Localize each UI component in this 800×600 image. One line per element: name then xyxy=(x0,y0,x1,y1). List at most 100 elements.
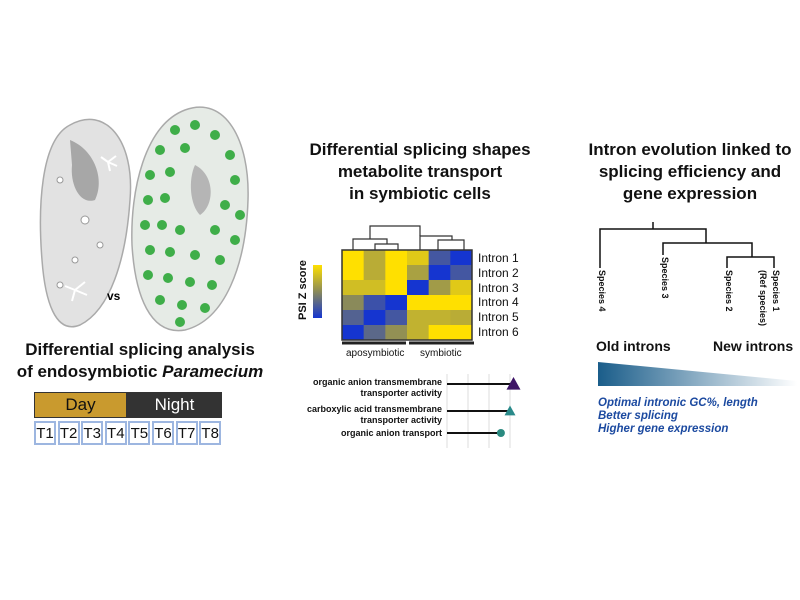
go-term-line: transporter activity xyxy=(360,415,442,425)
intron-label: Intron 2 xyxy=(478,266,519,280)
go-term-line: transporter activity xyxy=(360,388,442,398)
intron-label: Intron 3 xyxy=(478,281,519,295)
heatmap-cell xyxy=(363,280,386,296)
heatmap-cell xyxy=(342,295,365,311)
lollipop-marker xyxy=(496,429,505,437)
species-label: Species 2 xyxy=(724,270,734,312)
heatmap-cell xyxy=(450,325,473,341)
note-line: Better splicing xyxy=(598,410,678,422)
intron-label: Intron 4 xyxy=(478,295,519,309)
intron-label: Intron 6 xyxy=(478,325,519,339)
heatmap-cell xyxy=(450,280,473,296)
right-title-line: Intron evolution linked to xyxy=(588,140,792,159)
left-title: Differential splicing analysis of endosy… xyxy=(10,339,270,383)
species-tree xyxy=(599,222,775,268)
right-title: Intron evolution linked to splicing effi… xyxy=(565,139,800,205)
heatmap-cell xyxy=(428,265,451,281)
night-bar: Night xyxy=(127,392,222,418)
species-label: Species 1 xyxy=(771,270,781,312)
timepoint-box: T6 xyxy=(152,421,174,445)
heatmap-cell xyxy=(450,295,473,311)
group-label-symbiotic: symbiotic xyxy=(420,348,462,359)
heatmap-cell xyxy=(385,310,408,326)
heatmap-cell xyxy=(342,310,365,326)
heatmap-cell xyxy=(385,265,408,281)
timepoint-box: T1 xyxy=(34,421,56,445)
right-title-line: gene expression xyxy=(622,184,758,203)
middle-title-line: in symbiotic cells xyxy=(349,184,491,203)
heatmap-cell xyxy=(428,325,451,341)
heatmap-cell xyxy=(363,310,386,326)
paramecium-illustration: vs xyxy=(39,106,249,332)
heatmap-cell xyxy=(407,310,430,326)
heatmap-cell xyxy=(342,265,365,281)
heatmap-cell xyxy=(428,280,451,296)
heatmap-cell xyxy=(407,250,430,266)
group-label-aposymbiotic: aposymbiotic xyxy=(346,348,405,359)
heatmap-cell xyxy=(385,325,408,341)
go-term-line: carboxylic acid transmembrane xyxy=(306,404,442,414)
lollipop-marker xyxy=(504,405,516,416)
heatmap-cell xyxy=(342,280,365,296)
old-introns-label: Old introns xyxy=(596,338,671,354)
heatmap-cell xyxy=(363,250,386,266)
go-term-label: carboxylic acid transmembrane transporter… xyxy=(307,404,442,426)
heatmap-cell xyxy=(450,250,473,266)
go-term-line: organic anion transmembrane xyxy=(312,377,442,387)
colorbar xyxy=(313,265,322,318)
heatmap xyxy=(342,250,473,341)
intron-label: Intron 5 xyxy=(478,310,519,324)
new-introns-label: New introns xyxy=(713,338,794,354)
timepoint-box: T8 xyxy=(199,421,222,445)
gradient-wedge xyxy=(598,362,797,386)
heatmap-cell xyxy=(342,325,365,341)
colorbar-label: PSI Z score xyxy=(297,260,309,320)
heatmap-cell xyxy=(450,310,473,326)
heatmap-cell xyxy=(428,310,451,326)
heatmap-cell xyxy=(428,250,451,266)
heatmap-cell xyxy=(385,295,408,311)
timepoint-box: T3 xyxy=(81,421,104,445)
title-italic: Paramecium xyxy=(162,362,264,381)
note-line: Optimal intronic GC%, length xyxy=(598,397,758,409)
heatmap-cell xyxy=(342,250,365,266)
heatmap-cell xyxy=(363,265,386,281)
middle-title-line: metabolite transport xyxy=(337,162,503,181)
heatmap-cell xyxy=(407,265,430,281)
right-title-line: splicing efficiency and xyxy=(598,162,782,181)
heatmap-cell xyxy=(385,280,408,296)
left-title-line2: of endosymbiotic Paramecium xyxy=(10,361,270,383)
heatmap-cell xyxy=(450,265,473,281)
heatmap-cell xyxy=(407,280,430,296)
species-label: Species 4 xyxy=(597,270,607,312)
heatmap-border xyxy=(341,249,473,341)
column-dendrogram xyxy=(352,225,465,250)
vs-label: vs xyxy=(107,289,121,303)
go-term-line: organic anion transport xyxy=(340,428,442,438)
lollipop-marker xyxy=(506,377,521,390)
left-title-line1: Differential splicing analysis xyxy=(25,340,255,359)
heatmap-cell xyxy=(407,325,430,341)
timepoint-box: T5 xyxy=(128,421,151,445)
go-term-label: organic anion transmembrane transporter a… xyxy=(313,377,442,399)
timepoint-box: T7 xyxy=(175,421,198,445)
note-line: Higher gene expression xyxy=(598,423,729,435)
heatmap-cell xyxy=(363,295,386,311)
middle-title: Differential splicing shapes metabolite … xyxy=(290,139,550,205)
timepoint-box: T2 xyxy=(57,421,80,445)
heatmap-cell xyxy=(407,295,430,311)
day-bar: Day xyxy=(34,392,127,418)
title-prefix: of endosymbiotic xyxy=(16,362,163,381)
middle-title-line: Differential splicing shapes xyxy=(309,140,531,159)
heatmap-cell xyxy=(363,325,386,341)
species-ref-label: (Ref species) xyxy=(758,270,768,327)
timepoint-box: T4 xyxy=(104,421,127,445)
aposymbiotic-paramecium xyxy=(39,118,132,328)
go-term-label: organic anion transport xyxy=(341,428,442,439)
enrichment-lollipops xyxy=(447,377,521,437)
intron-label: Intron 1 xyxy=(478,251,519,265)
symbiotic-paramecium xyxy=(131,106,249,332)
heatmap-cell xyxy=(428,295,451,311)
